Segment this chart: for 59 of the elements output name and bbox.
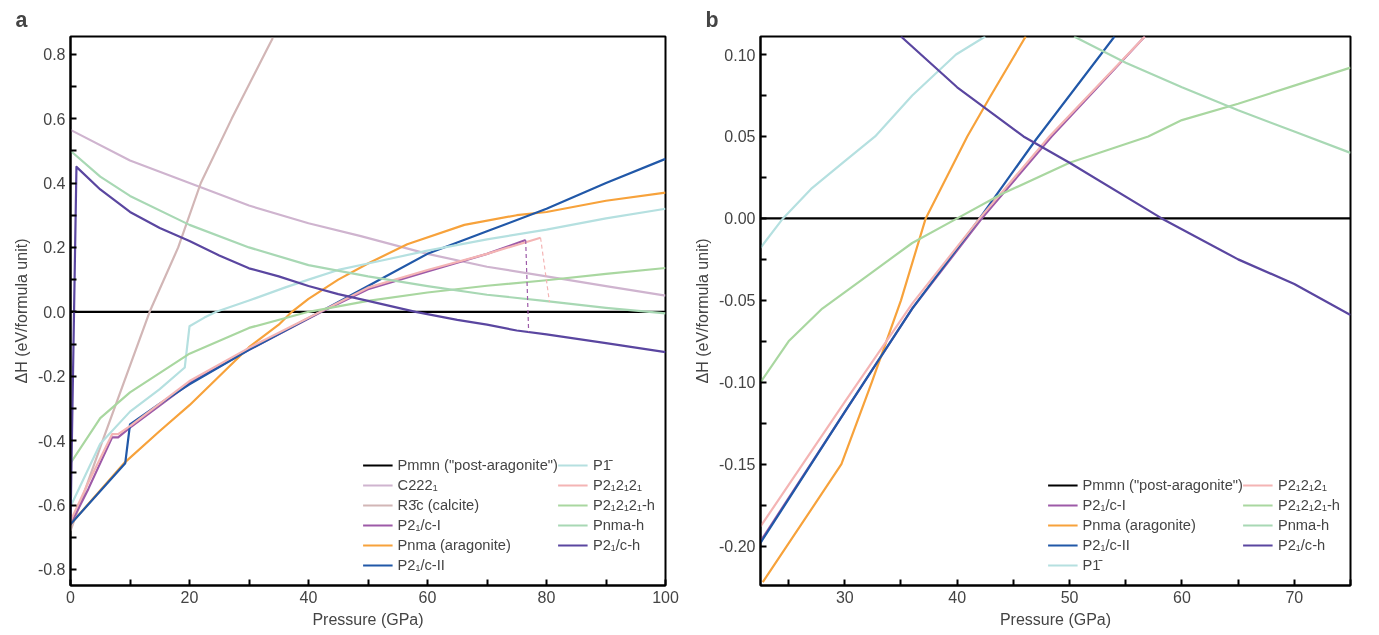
y-tick-label: 0.6 xyxy=(43,110,66,128)
legend-label: Pnma (aragonite) xyxy=(397,537,511,553)
y-tick-label: -0.10 xyxy=(719,374,756,392)
y-tick-label: 0.05 xyxy=(724,128,756,146)
legend-label: Pmmn ("post-aragonite") xyxy=(1082,477,1243,493)
y-tick-label: 0.2 xyxy=(43,239,66,257)
line-series xyxy=(1072,36,1351,154)
y-tick-label: -0.15 xyxy=(719,456,756,474)
legend-label: Pnma (aragonite) xyxy=(1082,517,1196,533)
x-tick-label: 60 xyxy=(418,588,437,606)
line-series xyxy=(70,128,666,297)
x-tick-label: 50 xyxy=(1060,588,1079,606)
x-tick-label: 80 xyxy=(537,588,556,606)
y-tick-label: 0.4 xyxy=(43,175,66,193)
legend-label: P2₁/c-II xyxy=(397,557,445,573)
legend-label: R3̄c (calcite) xyxy=(397,497,480,513)
y-tick-label: 0.10 xyxy=(724,46,756,64)
legend-label: P2₁/c-h xyxy=(1277,537,1326,553)
legend-label: Pmmn ("post-aragonite") xyxy=(397,457,558,473)
chart-title: a xyxy=(15,7,28,32)
x-tick-label: 30 xyxy=(835,588,854,606)
legend-label: P2₁/c-h xyxy=(592,537,641,553)
chart-title: b xyxy=(705,7,719,32)
line-series xyxy=(760,36,987,250)
y-tick-label: -0.05 xyxy=(719,292,756,310)
x-tick-label: 20 xyxy=(180,588,199,606)
y-axis-title: ΔH (eV/formula unit) xyxy=(12,238,30,384)
x-axis-title: Pressure (GPa) xyxy=(999,610,1112,628)
legend-label: C222₁ xyxy=(397,477,438,493)
y-tick-label: -0.2 xyxy=(37,368,66,386)
legend-label: P2₁/c-II xyxy=(1082,537,1130,553)
x-tick-label: 40 xyxy=(299,588,318,606)
legend-label: P1̄ xyxy=(1082,557,1103,573)
line-series xyxy=(70,149,666,315)
x-tick-label: 70 xyxy=(1285,588,1304,606)
legend-label: P2₁2₁2₁ xyxy=(1277,477,1327,493)
y-tick-label: -0.8 xyxy=(37,561,66,579)
legend-label: P2₁/c-I xyxy=(1082,497,1126,513)
y-tick-label: 0.0 xyxy=(43,303,66,321)
y-tick-label: 0.8 xyxy=(43,46,66,64)
legend-label: P2₁2₁2₁-h xyxy=(1277,497,1340,513)
x-tick-label: 100 xyxy=(652,588,679,606)
x-tick-label: 40 xyxy=(948,588,967,606)
x-tick-label: 0 xyxy=(66,588,76,606)
line-series xyxy=(899,36,1351,317)
legend-label: P2₁2₁2₁ xyxy=(592,477,642,493)
legend-label: P1̄ xyxy=(592,457,613,473)
y-tick-label: -0.6 xyxy=(37,497,66,514)
legend-label: Pnma-h xyxy=(592,517,645,533)
x-axis-title: Pressure (GPa) xyxy=(312,610,424,628)
line-series xyxy=(760,66,1351,384)
y-tick-label: -0.4 xyxy=(37,432,66,450)
legend-label: P2₁2₁2₁-h xyxy=(592,497,655,513)
y-tick-label: -0.20 xyxy=(719,538,756,556)
y-axis-title: ΔH (eV/formula unit) xyxy=(694,238,712,384)
y-tick-label: 0.00 xyxy=(724,210,756,228)
legend-label: P2₁/c-I xyxy=(397,517,441,533)
legend-label: Pnma-h xyxy=(1277,517,1330,533)
x-tick-label: 60 xyxy=(1173,588,1191,606)
